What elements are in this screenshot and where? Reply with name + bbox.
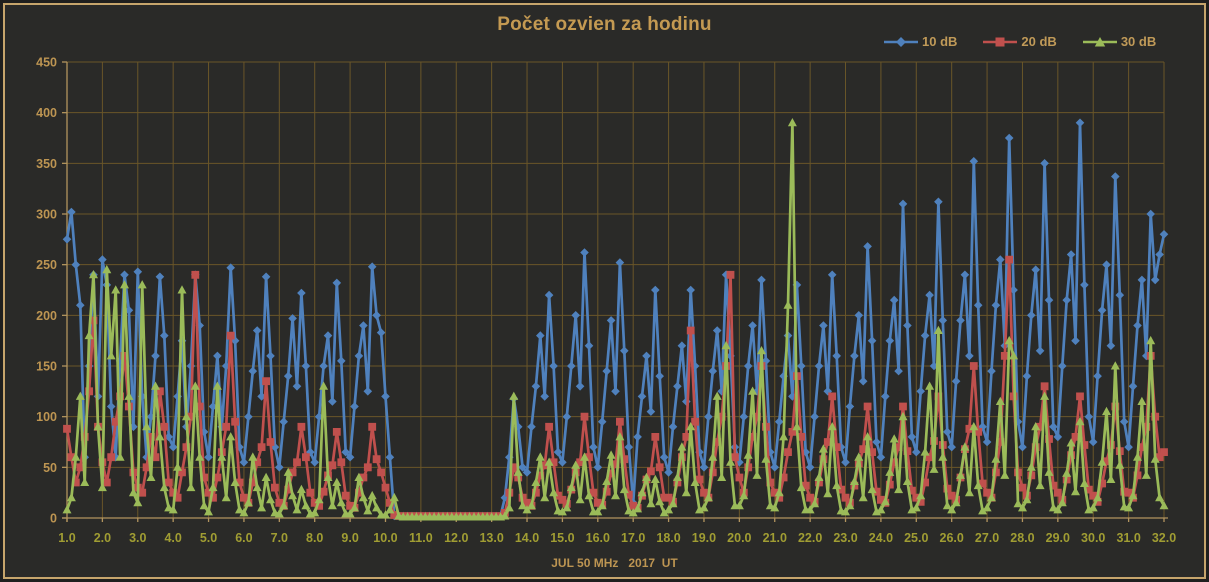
svg-text:13.0: 13.0 bbox=[479, 531, 503, 545]
y-axis-tick-labels: 0 50 100 150 200 250 300 350 400 450 bbox=[36, 56, 57, 526]
svg-text:24.0: 24.0 bbox=[869, 531, 893, 545]
svg-text:32.0: 32.0 bbox=[1152, 531, 1176, 545]
legend-item-10db: 10 dB bbox=[884, 34, 957, 49]
series-30db bbox=[62, 118, 1169, 521]
svg-text:100: 100 bbox=[36, 410, 57, 424]
svg-text:250: 250 bbox=[36, 258, 57, 272]
svg-text:4.0: 4.0 bbox=[164, 531, 181, 545]
svg-text:8.0: 8.0 bbox=[306, 531, 323, 545]
svg-text:17.0: 17.0 bbox=[621, 531, 645, 545]
diamond-marker-icon bbox=[884, 36, 918, 47]
svg-text:27.0: 27.0 bbox=[975, 531, 999, 545]
axes bbox=[62, 61, 1168, 522]
svg-text:300: 300 bbox=[36, 208, 57, 222]
chart-title: Počet ozvien za hodinu bbox=[497, 14, 712, 35]
svg-text:21.0: 21.0 bbox=[763, 531, 787, 545]
svg-text:19.0: 19.0 bbox=[692, 531, 716, 545]
svg-text:12.0: 12.0 bbox=[444, 531, 468, 545]
svg-text:10.0: 10.0 bbox=[373, 531, 397, 545]
svg-text:29.0: 29.0 bbox=[1046, 531, 1070, 545]
svg-text:50: 50 bbox=[43, 461, 57, 475]
triangle-marker-icon bbox=[1082, 36, 1117, 46]
legend-label-10db: 10 dB bbox=[922, 34, 958, 49]
svg-text:23.0: 23.0 bbox=[833, 531, 857, 545]
svg-text:400: 400 bbox=[36, 106, 57, 120]
svg-text:26.0: 26.0 bbox=[940, 531, 964, 545]
x-axis-tick-labels: 1.0 2.0 3.0 4.0 5.0 6.0 7.0 8.0 9.0 10.0 11.0 12.0 1… bbox=[58, 531, 1176, 545]
legend-item-20db: 20 dB bbox=[983, 34, 1057, 49]
square-marker-icon bbox=[983, 37, 1018, 46]
svg-text:28.0: 28.0 bbox=[1010, 531, 1034, 545]
svg-text:11.0: 11.0 bbox=[409, 531, 433, 545]
svg-text:2.0: 2.0 bbox=[94, 531, 111, 545]
svg-text:9.0: 9.0 bbox=[341, 531, 358, 545]
svg-text:0: 0 bbox=[50, 512, 57, 526]
svg-text:14.0: 14.0 bbox=[515, 531, 539, 545]
svg-text:15.0: 15.0 bbox=[550, 531, 574, 545]
legend-item-30db: 30 dB bbox=[1082, 34, 1157, 49]
legend-label-30db: 30 dB bbox=[1120, 34, 1157, 49]
svg-text:5.0: 5.0 bbox=[200, 531, 217, 545]
legend: 10 dB 20 dB 30 dB bbox=[884, 34, 1156, 49]
svg-text:7.0: 7.0 bbox=[271, 531, 288, 545]
svg-text:16.0: 16.0 bbox=[586, 531, 610, 545]
svg-text:18.0: 18.0 bbox=[656, 531, 680, 545]
svg-text:20.0: 20.0 bbox=[727, 531, 751, 545]
svg-text:25.0: 25.0 bbox=[904, 531, 928, 545]
svg-text:3.0: 3.0 bbox=[129, 531, 146, 545]
svg-text:31.0: 31.0 bbox=[1116, 531, 1140, 545]
svg-text:200: 200 bbox=[36, 309, 57, 323]
svg-text:30.0: 30.0 bbox=[1081, 531, 1105, 545]
svg-text:150: 150 bbox=[36, 360, 57, 374]
svg-text:350: 350 bbox=[36, 157, 57, 171]
svg-text:6.0: 6.0 bbox=[235, 531, 252, 545]
legend-label-20db: 20 dB bbox=[1021, 34, 1057, 49]
series-10db bbox=[62, 118, 1169, 521]
svg-text:1.0: 1.0 bbox=[58, 531, 75, 545]
svg-text:450: 450 bbox=[36, 56, 57, 70]
svg-text:22.0: 22.0 bbox=[798, 531, 822, 545]
x-axis-title: JUL 50 MHz 2017 UT bbox=[551, 556, 678, 570]
